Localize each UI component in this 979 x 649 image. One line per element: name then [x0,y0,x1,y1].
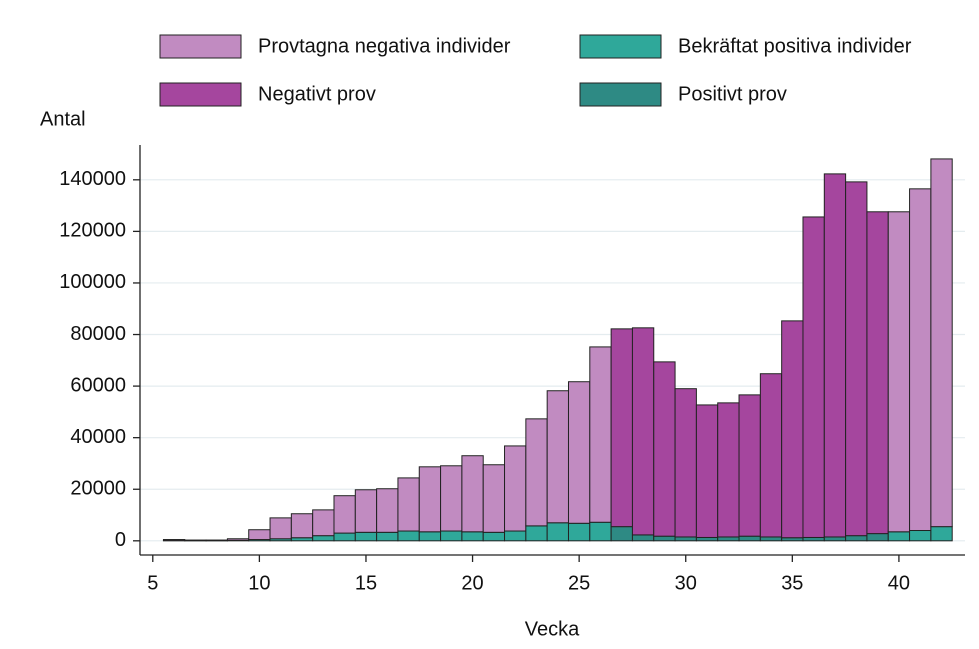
legend-swatch [159,82,242,107]
bar [930,526,953,542]
bar [525,525,548,542]
x-tick-label: 20 [461,572,483,594]
bar [205,539,228,542]
bar [695,404,719,538]
bar [461,531,484,542]
bar [610,328,633,528]
bar [589,346,612,523]
bar [887,211,911,533]
bar [397,530,420,542]
bar [631,327,655,536]
bar [610,526,633,542]
bar [781,320,804,539]
bar [162,539,186,542]
bar [909,530,932,542]
bar [482,464,506,533]
bar [866,533,889,542]
y-tick-label: 100000 [59,271,126,293]
bar [290,513,314,539]
bar [376,488,399,533]
x-tick-label: 10 [248,572,270,594]
bar [674,536,697,542]
bar [887,531,911,542]
legend-swatch [579,34,662,59]
x-tick-label: 15 [355,572,377,594]
legend-label: Provtagna negativa individer [258,35,511,57]
bar [440,530,463,542]
bar [717,402,740,538]
y-tick-label: 140000 [59,168,126,190]
bar [845,181,868,537]
x-tick-label: 25 [568,572,590,594]
y-tick-label: 40000 [70,426,126,448]
bar [312,535,335,542]
bar [567,381,591,524]
bar [333,495,356,534]
bar [653,535,676,542]
bar [589,521,612,542]
bar [418,466,442,533]
bar [504,445,527,532]
bar [354,489,378,533]
bar [759,373,783,538]
bar [738,394,761,537]
bar [397,477,420,532]
bar [653,361,676,537]
legend-swatch [159,34,242,59]
x-axis-label: Vecka [525,618,580,640]
bar [525,418,548,527]
bar [930,158,953,528]
y-tick-label: 20000 [70,478,126,500]
x-tick-label: 35 [781,572,803,594]
bar [823,536,847,542]
bar [504,530,527,542]
bar [482,531,506,542]
legend-swatch [579,82,662,107]
legend-label: Bekräftat positiva individer [678,35,912,57]
bar [738,535,761,542]
y-tick-label: 60000 [70,374,126,396]
bar [354,531,378,542]
bar [333,532,356,542]
y-tick-label: 0 [115,529,126,551]
bar [695,536,719,542]
bar [226,538,250,541]
bar [248,529,271,541]
bar [546,522,569,542]
y-tick-label: 80000 [70,323,126,345]
bar [674,388,697,538]
bar [546,390,569,524]
bar [418,531,442,542]
bar [866,211,889,535]
bar [376,531,399,542]
x-tick-label: 30 [675,572,697,594]
legend-label: Positivt prov [678,83,787,105]
x-tick-label: 40 [888,572,910,594]
y-tick-label: 120000 [59,220,126,242]
bar [567,522,591,542]
bar [802,536,825,542]
legend-label: Negativt prov [258,83,376,105]
bar [461,455,484,533]
bar [717,536,740,542]
bar [802,216,825,538]
x-tick-label: 5 [147,572,158,594]
bar [823,173,847,538]
bar [184,539,207,542]
bar [631,534,655,542]
y-axis-label: Antal [40,108,86,130]
bar [269,517,292,540]
bar [759,536,783,542]
bar [845,535,868,542]
bar [312,509,335,537]
bar [440,465,463,532]
bar [909,188,932,532]
